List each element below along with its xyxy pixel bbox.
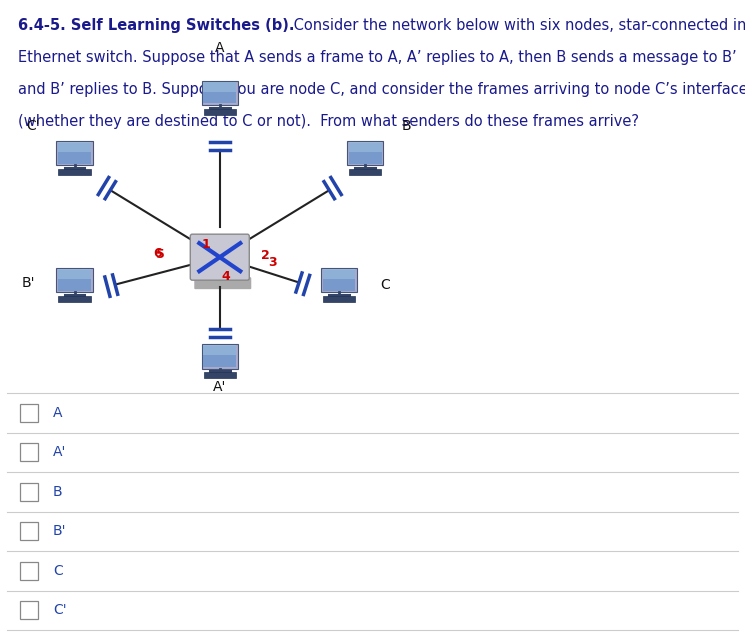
Bar bbox=[20, 483, 38, 501]
Text: 4: 4 bbox=[221, 270, 230, 283]
Text: A: A bbox=[215, 41, 224, 55]
Text: B: B bbox=[401, 119, 410, 133]
Bar bbox=[349, 142, 381, 152]
Bar bbox=[203, 83, 236, 104]
Text: C: C bbox=[53, 564, 63, 578]
Text: C': C' bbox=[53, 603, 66, 617]
Bar bbox=[20, 443, 38, 461]
FancyBboxPatch shape bbox=[57, 141, 92, 166]
Bar bbox=[323, 270, 355, 291]
Text: A': A' bbox=[213, 380, 226, 394]
Text: A: A bbox=[53, 406, 63, 420]
Bar bbox=[203, 109, 236, 115]
FancyBboxPatch shape bbox=[190, 234, 250, 280]
Bar bbox=[58, 143, 91, 164]
Bar bbox=[349, 143, 381, 164]
Bar bbox=[58, 142, 91, 152]
FancyBboxPatch shape bbox=[321, 268, 357, 293]
Text: Ethernet switch. Suppose that A sends a frame to A, A’ replies to A, then B send: Ethernet switch. Suppose that A sends a … bbox=[18, 50, 737, 65]
Bar bbox=[58, 296, 91, 302]
Text: C: C bbox=[380, 278, 390, 292]
Text: (whether they are destined to C or not).  From what senders do these frames arri: (whether they are destined to C or not).… bbox=[18, 114, 639, 129]
Bar bbox=[323, 269, 355, 279]
Bar bbox=[20, 562, 38, 580]
Text: 6.4-5. Self Learning Switches (b).: 6.4-5. Self Learning Switches (b). bbox=[18, 18, 294, 33]
Text: C': C' bbox=[27, 119, 40, 133]
Text: Consider the network below with six nodes, star-connected into an: Consider the network below with six node… bbox=[289, 18, 745, 33]
FancyBboxPatch shape bbox=[202, 81, 238, 105]
Text: B: B bbox=[53, 485, 63, 498]
FancyBboxPatch shape bbox=[57, 268, 92, 293]
Bar bbox=[58, 169, 91, 175]
Bar bbox=[58, 270, 91, 291]
Text: 1: 1 bbox=[202, 238, 211, 251]
Text: 6: 6 bbox=[153, 247, 162, 260]
Text: B': B' bbox=[22, 276, 35, 290]
Text: and B’ replies to B. Suppose you are node C, and consider the frames arriving to: and B’ replies to B. Suppose you are nod… bbox=[18, 82, 745, 97]
FancyBboxPatch shape bbox=[347, 141, 383, 166]
Bar bbox=[203, 82, 236, 91]
FancyBboxPatch shape bbox=[202, 344, 238, 369]
Bar bbox=[58, 269, 91, 279]
Text: 5: 5 bbox=[156, 248, 165, 260]
Bar bbox=[20, 601, 38, 619]
FancyBboxPatch shape bbox=[194, 277, 251, 289]
Bar bbox=[20, 522, 38, 540]
Text: 2: 2 bbox=[261, 249, 270, 262]
Text: A': A' bbox=[53, 445, 66, 459]
Bar bbox=[203, 345, 236, 355]
Bar bbox=[203, 372, 236, 378]
Text: 3: 3 bbox=[268, 256, 276, 269]
Bar bbox=[203, 346, 236, 367]
Bar bbox=[20, 404, 38, 422]
Bar bbox=[349, 169, 381, 175]
Bar bbox=[323, 296, 355, 302]
Text: B': B' bbox=[53, 525, 66, 538]
